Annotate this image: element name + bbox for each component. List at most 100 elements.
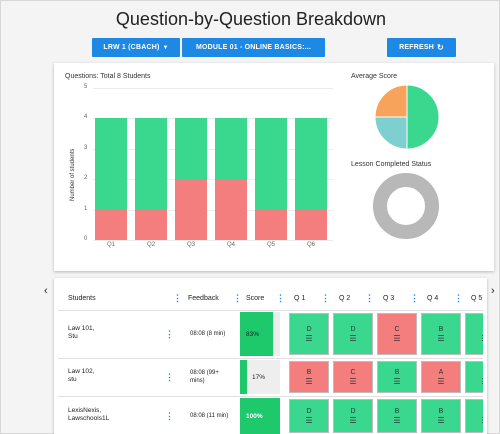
bar-q2-correct[interactable] [135, 118, 167, 210]
answer-cell-q3[interactable]: B ☰ [377, 399, 417, 433]
module-dropdown-label: MODULE 01 - ONLINE BASICS:... [195, 44, 312, 51]
answer-cell-q4[interactable]: B ☰ [421, 399, 461, 433]
score-menu-icon[interactable]: ⋮ [276, 293, 285, 303]
scroll-right-icon[interactable]: › [491, 285, 495, 297]
bar-q6-incorrect[interactable] [295, 209, 327, 240]
y-tick-label: 1 [84, 205, 88, 212]
grid-line [93, 240, 333, 241]
answer-cell-q2[interactable]: D ☰ [333, 313, 373, 355]
list-icon: ☰ [393, 416, 401, 425]
table-row [58, 396, 483, 434]
answer-cell-q5[interactable]: D☰ [465, 361, 483, 393]
q1-header: Q 1 [294, 295, 306, 302]
answer-cell-q1[interactable]: D ☰ [289, 313, 329, 355]
list-icon: ☰ [481, 335, 483, 343]
answer-letter: C [394, 326, 400, 333]
row-menu-icon[interactable]: ⋮ [165, 372, 174, 382]
refresh-button[interactable]: REFRESH ↻ [387, 38, 456, 57]
score-value: 83% [246, 330, 260, 338]
list-icon: ☰ [349, 377, 357, 386]
pie-slice[interactable] [374, 84, 408, 118]
score-bar: 100% [240, 398, 280, 434]
bar-q3-incorrect[interactable] [175, 179, 207, 240]
feedback-time-line1: 08:08 (11 min) [190, 413, 229, 419]
feedback-header: Feedback [188, 295, 219, 302]
answer-cell-q4[interactable]: A ☰ [421, 361, 461, 393]
x-tick-label: Q5 [267, 242, 276, 248]
answer-letter: D [306, 326, 312, 333]
answer-cell-q3[interactable]: B ☰ [377, 361, 417, 393]
answer-letter: A [438, 369, 444, 376]
bar-q5-correct[interactable] [255, 118, 287, 210]
bar-q4-correct[interactable] [215, 118, 247, 180]
pie-slice[interactable] [374, 116, 408, 150]
student-name[interactable]: Law 101, Stu [68, 325, 94, 341]
lesson-status-title: Lesson Completed Status [351, 161, 432, 168]
q2-menu-icon[interactable]: ⋮ [365, 293, 374, 303]
feedback-time: 08:08 (11 min) [190, 412, 228, 420]
feedback-time-line1: 08:08 (8 min) [190, 331, 226, 337]
answer-letter: D [306, 408, 312, 415]
module-dropdown[interactable]: MODULE 01 - ONLINE BASICS:... [182, 38, 325, 57]
row-menu-icon[interactable]: ⋮ [165, 411, 174, 421]
x-tick-label: Q2 [147, 242, 156, 248]
score-value: 100% [246, 412, 263, 420]
answer-letter: B [394, 369, 400, 376]
x-tick-label: Q6 [307, 242, 316, 248]
grid-line [93, 209, 333, 211]
answer-cell-q2[interactable]: C ☰ [333, 361, 373, 393]
bar-q1-incorrect[interactable] [95, 209, 127, 240]
y-tick-label: 5 [84, 84, 88, 90]
table-row [58, 310, 483, 358]
bar-q6-correct[interactable] [295, 118, 327, 210]
student-name-line2: Stu [68, 333, 78, 340]
refresh-icon: ↻ [436, 43, 444, 52]
bar-q3-correct[interactable] [175, 118, 207, 180]
q2-header: Q 2 [339, 295, 351, 302]
bar-q1-correct[interactable] [95, 118, 127, 210]
x-tick-label: Q3 [187, 242, 196, 248]
list-icon: ☰ [393, 334, 401, 343]
list-icon: ☰ [305, 416, 313, 425]
list-icon: ☰ [349, 416, 357, 425]
answer-cell-q3[interactable]: C ☰ [377, 313, 417, 355]
answer-letter: D [482, 369, 483, 376]
q3-menu-icon[interactable]: ⋮ [410, 293, 419, 303]
y-tick-label: 4 [84, 114, 88, 121]
x-tick-label: Q1 [107, 242, 116, 248]
answer-letter: B [438, 326, 444, 333]
pie-slice[interactable] [406, 84, 440, 150]
list-icon: ☰ [437, 416, 445, 425]
answer-cell-q2[interactable]: D ☰ [333, 399, 373, 433]
bar-q5-incorrect[interactable] [255, 209, 287, 240]
answer-letter: B [306, 369, 312, 376]
score-bar: 17% [240, 360, 280, 394]
list-icon: ☰ [437, 377, 445, 386]
y-tick-label: 3 [84, 144, 88, 151]
bar-q4-incorrect[interactable] [215, 179, 247, 240]
answer-letter: B [438, 408, 444, 415]
y-tick-label: 0 [84, 236, 88, 242]
bar-q2-incorrect[interactable] [135, 209, 167, 240]
score-bar: 83% [240, 312, 280, 356]
course-dropdown-label: LRW 1 (CBACH) [103, 44, 160, 51]
answer-cell-q1[interactable]: B ☰ [289, 361, 329, 393]
y-tick-label: 2 [84, 175, 88, 182]
q4-menu-icon[interactable]: ⋮ [454, 293, 463, 303]
student-name[interactable]: Law 102, stu [68, 368, 94, 384]
feedback-menu-icon[interactable]: ⋮ [233, 293, 242, 303]
student-name[interactable]: LexisNexis, Lawschools1L [68, 407, 109, 423]
answer-cell-q5[interactable]: B☰ [465, 399, 483, 433]
grid-line [93, 88, 333, 89]
table-row [58, 358, 483, 396]
answer-cell-q4[interactable]: B ☰ [421, 313, 461, 355]
scroll-left-icon[interactable]: ‹ [44, 285, 48, 297]
answer-letter: C [350, 369, 356, 376]
answer-cell-q5[interactable]: B☰ [465, 313, 483, 355]
answer-cell-q1[interactable]: D ☰ [289, 399, 329, 433]
q1-menu-icon[interactable]: ⋮ [321, 293, 330, 303]
row-menu-icon[interactable]: ⋮ [165, 329, 174, 339]
list-icon: ☰ [305, 377, 313, 386]
course-dropdown[interactable]: LRW 1 (CBACH) ▼ [92, 38, 180, 57]
students-menu-icon[interactable]: ⋮ [173, 293, 182, 303]
